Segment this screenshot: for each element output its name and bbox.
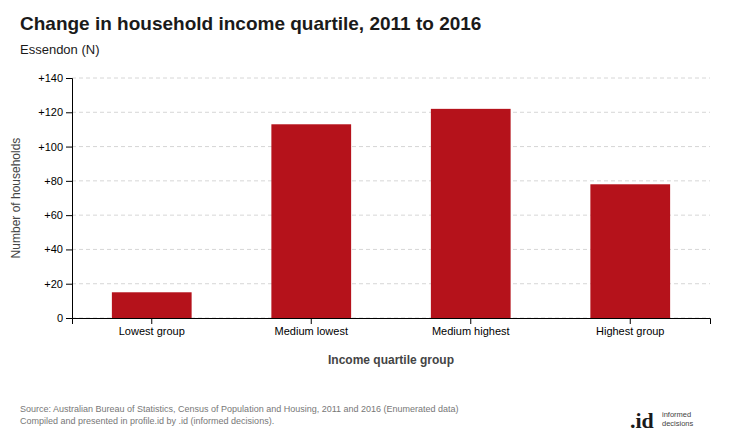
y-tick-label: +60	[44, 209, 63, 221]
y-tick-label: +120	[38, 106, 63, 118]
y-tick-label: +100	[38, 141, 63, 153]
grid-line	[72, 146, 710, 147]
x-tick: Medium lowest	[275, 318, 348, 337]
x-tick-label: Highest group	[596, 325, 665, 337]
y-axis-title: Number of households	[9, 138, 23, 259]
y-tick: +120	[38, 106, 72, 118]
source-note: Source: Australian Bureau of Statistics,…	[20, 404, 459, 426]
x-tick: Highest group	[596, 318, 665, 337]
y-axis: 0 +20 +40 +60 +80 +100 +120 +140	[38, 72, 72, 324]
y-tick-label: +20	[44, 278, 63, 290]
x-tick-mark	[311, 318, 312, 324]
y-tick: +60	[44, 209, 72, 221]
y-tick-label: +140	[38, 72, 63, 84]
y-axis-line	[66, 79, 73, 319]
chart-container: 0 +20 +40 +60 +80 +100 +120 +140 Lowest group Med…	[0, 0, 740, 440]
y-tick-mark	[66, 181, 72, 182]
plot-area: 0 +20 +40 +60 +80 +100 +120 +140 Lowest group Med…	[38, 72, 710, 337]
x-tick-label: Medium highest	[432, 325, 510, 337]
y-tick-mark	[66, 249, 72, 250]
x-axis: Lowest group Medium lowest Medium highest H…	[73, 318, 711, 337]
y-tick-mark	[66, 215, 72, 216]
y-tick-label: 0	[57, 312, 63, 324]
bar	[112, 292, 192, 318]
grid-line	[72, 180, 710, 181]
x-tick-mark	[151, 318, 152, 324]
grid-line	[72, 78, 710, 79]
grid-line	[72, 112, 710, 113]
x-tick-mark	[470, 318, 471, 324]
x-tick-label: Medium lowest	[275, 325, 348, 337]
y-tick: +20	[44, 278, 72, 290]
x-axis-line	[73, 319, 711, 325]
grid	[72, 78, 710, 318]
logo-text: informeddecisions	[662, 410, 694, 428]
bars	[112, 109, 670, 318]
x-axis-title: Income quartile group	[328, 353, 454, 367]
y-tick-label: +80	[44, 175, 63, 187]
x-tick-label: Lowest group	[119, 325, 185, 337]
y-tick-mark	[66, 318, 72, 319]
logo-mark: .id	[630, 408, 654, 433]
y-tick: +140	[38, 72, 72, 84]
y-tick-mark	[66, 78, 72, 79]
bar	[590, 184, 670, 318]
y-tick: +80	[44, 175, 72, 187]
y-tick: +100	[38, 141, 72, 153]
y-tick-mark	[66, 284, 72, 285]
x-tick-mark	[630, 318, 631, 324]
y-tick-mark	[66, 147, 72, 148]
bar	[271, 124, 351, 318]
y-tick-mark	[66, 112, 72, 113]
x-tick: Lowest group	[119, 318, 185, 337]
subtitle: Essendon (N)	[20, 42, 99, 57]
title: Change in household income quartile, 201…	[20, 13, 481, 34]
x-tick: Medium highest	[432, 318, 510, 337]
y-tick-label: +40	[44, 243, 63, 255]
y-tick: 0	[57, 312, 72, 324]
bar	[431, 109, 511, 318]
chart-svg: 0 +20 +40 +60 +80 +100 +120 +140 Lowest group Med…	[0, 0, 740, 440]
y-tick: +40	[44, 243, 72, 255]
